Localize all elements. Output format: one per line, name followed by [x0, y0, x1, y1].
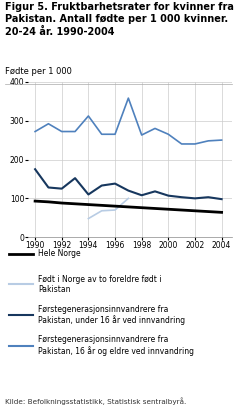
Text: Hele Norge: Hele Norge	[38, 249, 81, 258]
Text: Førstegenerasjonsinnvandrere fra
Pakistan, 16 år og eldre ved innvandring: Førstegenerasjonsinnvandrere fra Pakista…	[38, 335, 194, 356]
Text: Født i Norge av to foreldre født i
Pakistan: Født i Norge av to foreldre født i Pakis…	[38, 274, 161, 294]
Text: Kilde: Befolkningsstatistikk, Statistisk sentralbyrå.: Kilde: Befolkningsstatistikk, Statistisk…	[5, 397, 186, 405]
Text: Fødte per 1 000: Fødte per 1 000	[5, 67, 72, 76]
Text: Figur 5. Fruktbarhetsrater for kvinner fra
Pakistan. Antall fødte per 1 000 kvin: Figur 5. Fruktbarhetsrater for kvinner f…	[5, 2, 234, 37]
Text: Førstegenerasjonsinnvandrere fra
Pakistan, under 16 år ved innvandring: Førstegenerasjonsinnvandrere fra Pakista…	[38, 305, 185, 325]
